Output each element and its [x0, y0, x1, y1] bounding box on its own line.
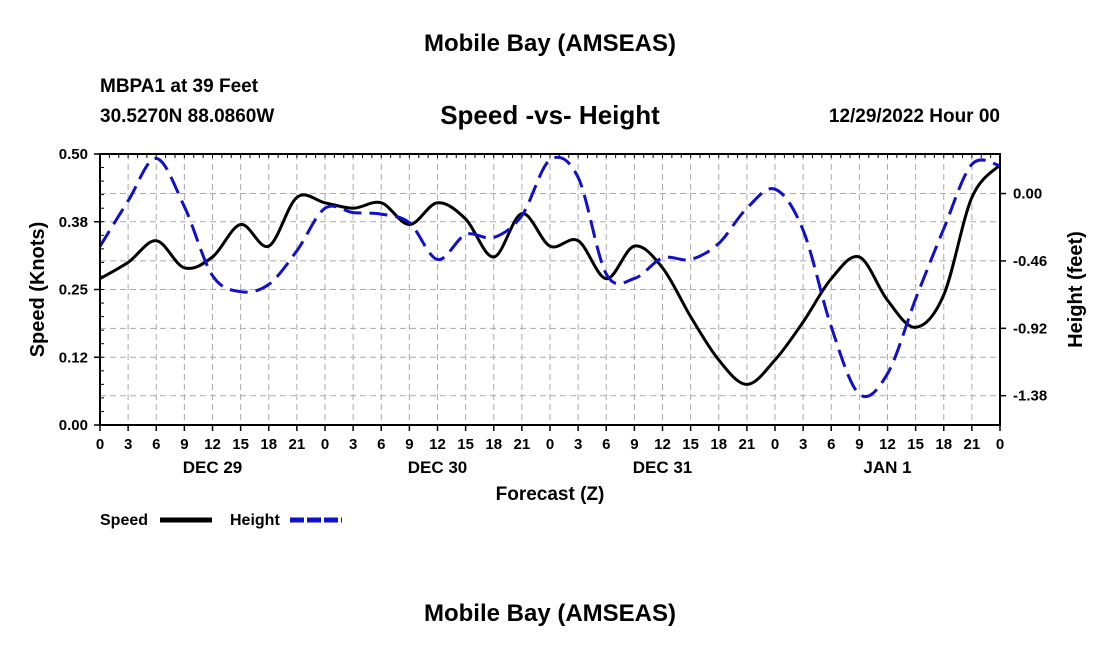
y-tick-label: 0.00 — [59, 417, 88, 434]
y2-tick-label: 0.00 — [1013, 186, 1042, 203]
x-tick-label: 18 — [485, 436, 502, 453]
y2-axis-label: Height (feet) — [1065, 231, 1087, 348]
y2-tick-label: -0.92 — [1013, 320, 1047, 337]
x-tick-label: 21 — [964, 436, 981, 453]
forecast-datestamp: 12/29/2022 Hour 00 — [828, 106, 1000, 127]
x-tick-label: 0 — [546, 436, 554, 453]
legend-label-speed: Speed — [100, 512, 148, 529]
x-tick-label: 6 — [377, 436, 385, 453]
y2-tick-label: -1.38 — [1013, 388, 1047, 405]
y-tick-label: 0.38 — [59, 214, 88, 231]
x-tick-label: 6 — [827, 436, 835, 453]
x-tick-label: 12 — [429, 436, 446, 453]
x-tick-label: 21 — [514, 436, 531, 453]
x-tick-label: 3 — [349, 436, 357, 453]
legend-label-height: Height — [230, 512, 280, 529]
x-tick-label: 9 — [855, 436, 863, 453]
x-tick-label: 18 — [710, 436, 727, 453]
next-chart-title: Mobile Bay (AMSEAS) — [423, 600, 677, 627]
x-tick-label: 18 — [260, 436, 277, 453]
chart-subtitle: Speed -vs- Height — [440, 100, 660, 130]
x-tick-label: 9 — [180, 436, 188, 453]
x-tick-label: 0 — [771, 436, 779, 453]
station-coordinates: 30.5270N 88.0860W — [100, 106, 275, 127]
x-tick-label: 3 — [124, 436, 132, 453]
x-tick-label: 6 — [152, 436, 160, 453]
x-tick-label: 3 — [574, 436, 582, 453]
x-day-label: JAN 1 — [863, 458, 911, 477]
x-tick-label: 21 — [739, 436, 756, 453]
y-axis-label: Speed (Knots) — [27, 222, 49, 358]
x-tick-label: 15 — [907, 436, 924, 453]
x-day-label: DEC 29 — [183, 458, 243, 477]
page-title: Mobile Bay (AMSEAS) — [423, 30, 677, 57]
x-tick-label: 15 — [457, 436, 474, 453]
height-series-line — [100, 155, 1000, 399]
y2-tick-label: -0.46 — [1013, 253, 1047, 270]
x-tick-label: 9 — [405, 436, 413, 453]
y-tick-label: 0.25 — [59, 282, 88, 299]
x-tick-label: 18 — [935, 436, 952, 453]
x-tick-label: 3 — [799, 436, 807, 453]
x-tick-label: 12 — [879, 436, 896, 453]
x-tick-label: 0 — [996, 436, 1004, 453]
x-axis-label: Forecast (Z) — [496, 484, 605, 505]
x-tick-label: 15 — [232, 436, 249, 453]
x-day-label: DEC 30 — [408, 458, 468, 477]
x-tick-label: 12 — [654, 436, 671, 453]
x-tick-label: 21 — [289, 436, 306, 453]
y-tick-label: 0.12 — [59, 349, 88, 366]
x-tick-label: 6 — [602, 436, 610, 453]
x-tick-label: 0 — [96, 436, 104, 453]
x-tick-label: 0 — [321, 436, 329, 453]
x-tick-label: 9 — [630, 436, 638, 453]
y-tick-label: 0.50 — [59, 146, 88, 163]
speed-series-line — [100, 163, 1000, 386]
x-day-label: DEC 31 — [633, 458, 693, 477]
x-tick-label: 12 — [204, 436, 221, 453]
x-tick-label: 15 — [682, 436, 699, 453]
station-label: MBPA1 at 39 Feet — [100, 76, 259, 97]
